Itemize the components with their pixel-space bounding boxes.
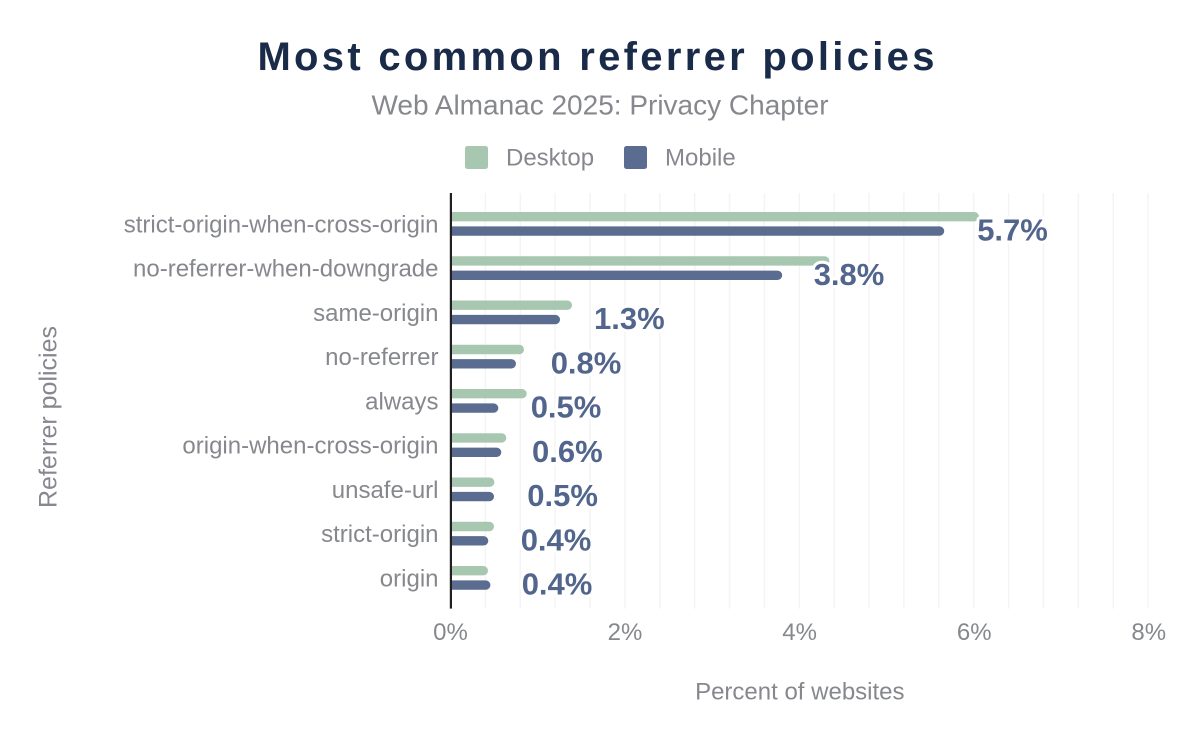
svg-text:0.6%: 0.6%: [532, 434, 603, 469]
svg-text:0.5%: 0.5%: [527, 478, 598, 513]
svg-text:Most common referrer policies: Most common referrer policies: [257, 35, 937, 79]
svg-text:same-origin: same-origin: [313, 300, 438, 327]
svg-text:Web Almanac 2025: Privacy Chap: Web Almanac 2025: Privacy Chapter: [371, 90, 828, 121]
svg-text:0.8%: 0.8%: [551, 345, 622, 380]
svg-text:strict-origin: strict-origin: [321, 521, 438, 548]
svg-text:no-referrer: no-referrer: [325, 344, 438, 371]
svg-text:4%: 4%: [782, 619, 817, 646]
svg-text:no-referrer-when-downgrade: no-referrer-when-downgrade: [133, 256, 438, 283]
svg-text:Percent of websites: Percent of websites: [695, 679, 904, 706]
svg-text:0.4%: 0.4%: [522, 567, 593, 602]
svg-text:origin-when-cross-origin: origin-when-cross-origin: [182, 433, 438, 460]
svg-text:always: always: [365, 388, 438, 415]
svg-text:0.5%: 0.5%: [531, 390, 602, 425]
svg-text:8%: 8%: [1131, 619, 1166, 646]
svg-text:2%: 2%: [608, 619, 643, 646]
svg-text:6%: 6%: [957, 619, 992, 646]
svg-text:unsafe-url: unsafe-url: [332, 477, 439, 504]
svg-text:Referrer policies: Referrer policies: [35, 326, 63, 508]
svg-text:1.3%: 1.3%: [594, 301, 665, 336]
svg-text:0.4%: 0.4%: [521, 522, 592, 557]
svg-text:5.7%: 5.7%: [977, 213, 1048, 248]
svg-text:origin: origin: [380, 565, 439, 592]
svg-text:3.8%: 3.8%: [814, 257, 885, 292]
svg-text:Desktop: Desktop: [506, 145, 594, 172]
svg-text:Mobile: Mobile: [665, 145, 736, 172]
svg-text:0%: 0%: [433, 619, 468, 646]
svg-text:strict-origin-when-cross-origi: strict-origin-when-cross-origin: [124, 211, 439, 238]
